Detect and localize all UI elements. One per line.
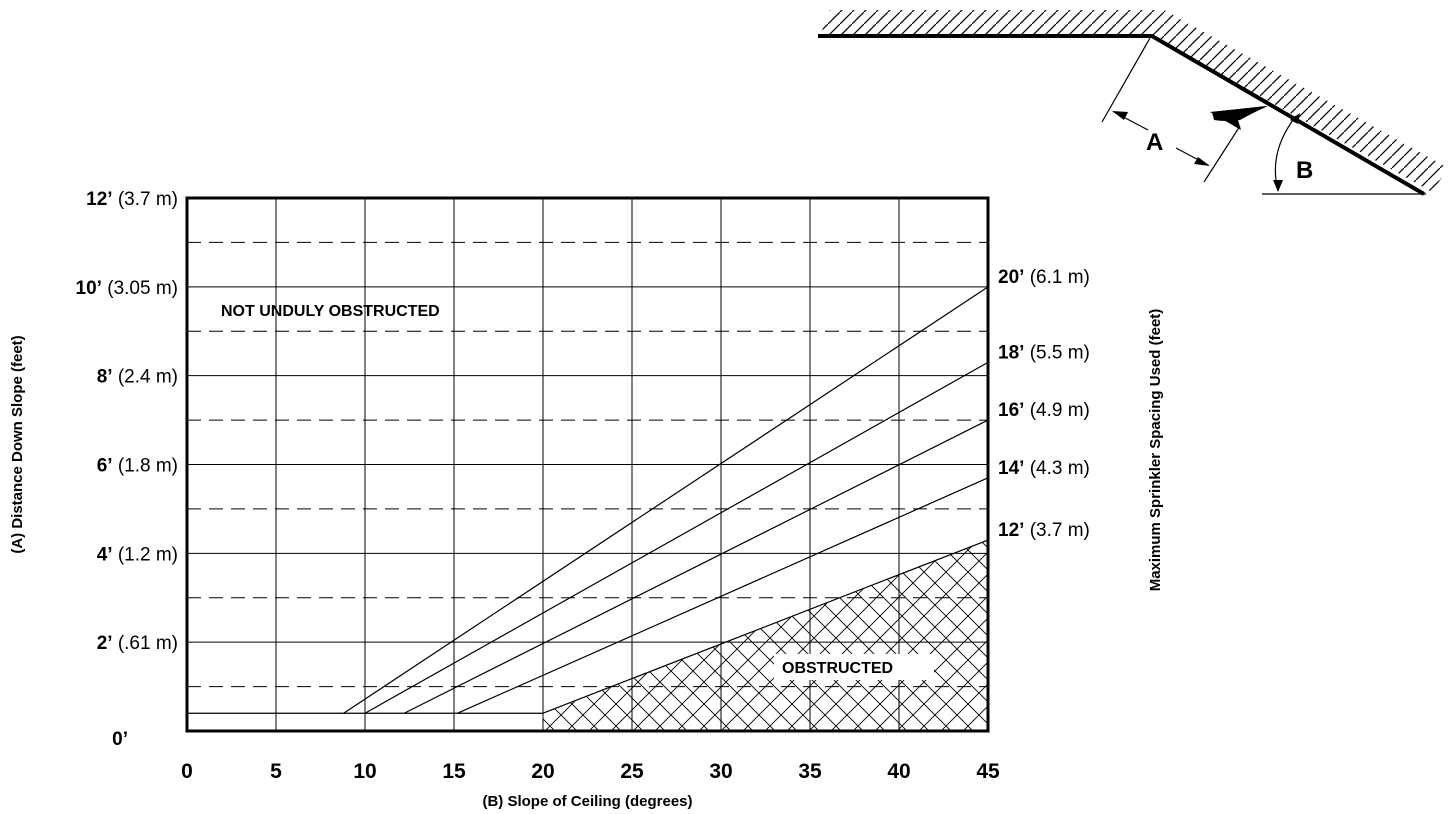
spacing-label-meters: (4.3 m) (1024, 458, 1089, 479)
x-tick-label: 20 (531, 760, 554, 783)
spacing-label-feet: 18’ (998, 342, 1024, 363)
y-tick-meters: (3.7 m) (113, 189, 178, 210)
y-tick-meters: (2.4 m) (113, 367, 178, 388)
dimension-a-extension-end (1203, 125, 1241, 183)
obstructed-label: OBSTRUCTED (782, 660, 893, 677)
y-tick-feet: 2’ (97, 633, 113, 654)
spacing-label-feet: 12’ (998, 520, 1024, 541)
y-tick-feet: 4’ (97, 544, 113, 565)
spacing-line-18ft (364, 361, 989, 714)
spacing-label-meters: (5.5 m) (1024, 342, 1089, 363)
spacing-label: 18’ (5.5 m) (998, 342, 1090, 363)
plot-area: 0 5 10 15 20 25 30 35 40 45 12’ (3.7 m) 10’ (3.05 … (76, 189, 1090, 783)
angle-b-label: B (1296, 157, 1313, 184)
spacing-line-20ft (343, 286, 989, 714)
x-tick-label: 15 (442, 760, 466, 783)
spacing-label-feet: 16’ (998, 400, 1024, 421)
y-tick-meters: (1.2 m) (113, 544, 178, 565)
spacing-label-feet: 14’ (998, 458, 1024, 479)
y-tick-meters: (3.05 m) (102, 278, 178, 299)
angle-b-arc (1274, 115, 1297, 191)
spacing-label-meters: (6.1 m) (1024, 267, 1089, 288)
y-tick-feet: 8’ (97, 367, 113, 388)
x-tick-label: 5 (270, 760, 282, 783)
ceiling-hatching (820, 10, 1448, 192)
y-tick-label: 8’ (2.4 m) (97, 367, 178, 388)
x-tick-label: 35 (798, 760, 822, 783)
not-unduly-obstructed-label: NOT UNDULY OBSTRUCTED (221, 303, 440, 320)
spacing-label: 16’ (4.9 m) (998, 400, 1090, 421)
obstructed-label-background (774, 654, 934, 680)
y-tick-feet: 0’ (112, 729, 128, 750)
spacing-label: 20’ (6.1 m) (998, 267, 1090, 288)
y-tick-feet: 12’ (86, 189, 112, 210)
obstructed-region (543, 540, 988, 731)
spacing-line-12ft (542, 539, 989, 714)
y-tick-label: 0’ (112, 729, 128, 750)
sloped-ceiling-diagram: A B (818, 10, 1448, 196)
plot-frame (185, 196, 990, 733)
ceiling-line (818, 34, 1426, 196)
spacing-label: 12’ (3.7 m) (998, 520, 1090, 541)
y-tick-label: 10’ (3.05 m) (76, 278, 178, 299)
y-axis-title: (A) Distance Down Slope (feet) (9, 335, 26, 553)
spacing-label-meters: (4.9 m) (1024, 400, 1089, 421)
x-tick-label: 30 (709, 760, 732, 783)
dimension-a-label: A (1146, 129, 1163, 156)
dimension-a-extension-start (1101, 37, 1151, 123)
spacing-label-feet: 20’ (998, 267, 1024, 288)
secondary-y-axis-title: Maximum Sprinkler Spacing Used (feet) (1147, 309, 1164, 592)
x-axis-title: (B) Slope of Ceiling (degrees) (482, 793, 692, 810)
x-tick-label: 45 (976, 760, 1000, 783)
y-tick-meters: (1.8 m) (113, 456, 178, 477)
x-tick-label: 10 (353, 760, 376, 783)
x-tick-label: 0 (181, 760, 193, 783)
y-tick-feet: 6’ (97, 456, 113, 477)
spacing-line-16ft (403, 419, 989, 714)
y-tick-feet: 10’ (76, 278, 102, 299)
y-tick-label: 4’ (1.2 m) (97, 544, 178, 565)
spacing-line-14ft (457, 477, 989, 714)
x-tick-label: 25 (620, 760, 644, 783)
x-tick-label: 40 (887, 760, 910, 783)
y-tick-label: 2’ (.61 m) (97, 633, 178, 654)
spacing-label-meters: (3.7 m) (1024, 520, 1089, 541)
y-tick-label: 12’ (3.7 m) (86, 189, 178, 210)
spacing-label: 14’ (4.3 m) (998, 458, 1090, 479)
y-tick-label: 6’ (1.8 m) (97, 456, 178, 477)
y-tick-meters: (.61 m) (113, 633, 178, 654)
